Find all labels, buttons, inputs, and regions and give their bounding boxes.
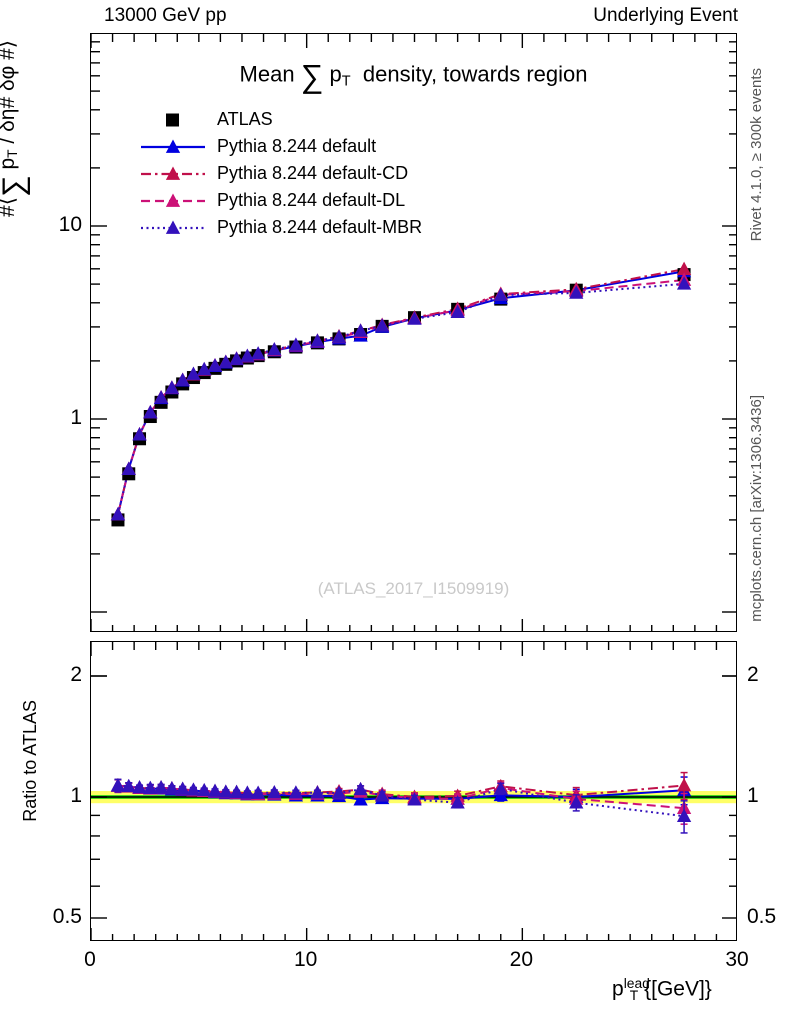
legend-key-square-icon bbox=[139, 110, 207, 130]
y-title-p: p bbox=[0, 157, 19, 170]
credit-rivet: Rivet 4.1.0, ≥ 300k events bbox=[748, 68, 765, 242]
legend-key-triangle-icon bbox=[139, 191, 207, 211]
legend-item-4[interactable]: Pythia 8.244 default-MBR bbox=[139, 214, 422, 241]
y-tick-label-ratio-left-0.5: 0.5 bbox=[52, 905, 82, 928]
x-axis-title: pleadT {[GeV]} bbox=[612, 975, 712, 1003]
legend-item-1[interactable]: Pythia 8.244 default bbox=[139, 133, 422, 160]
legend-item-0[interactable]: ATLAS bbox=[139, 106, 422, 133]
legend-label: ATLAS bbox=[217, 109, 273, 129]
header-analysis-label: Underlying Event bbox=[593, 5, 738, 26]
y-axis-title-main: #⟨∑ pT / δη# δφ #⟩ bbox=[0, 40, 36, 217]
x-tick-label-30: 30 bbox=[725, 948, 749, 971]
credit-mcplots: mcplots.cern.ch [arXiv:1306.3436] bbox=[748, 395, 765, 622]
x-title-sub: T bbox=[629, 986, 639, 1003]
legend: ATLAS Pythia 8.244 default Pythia 8.244 de… bbox=[139, 106, 422, 241]
y-tick-label-ratio-right-0.5: 0.5 bbox=[747, 905, 777, 928]
ratio-plot-panel bbox=[90, 641, 737, 941]
y-title-sigma: ∑ bbox=[0, 175, 31, 198]
x-tick-label-0: 0 bbox=[84, 948, 96, 971]
y-tick-label-ratio-right-1: 1 bbox=[747, 784, 759, 807]
x-tick-label-10: 10 bbox=[293, 948, 318, 971]
legend-item-2[interactable]: Pythia 8.244 default-CD bbox=[139, 160, 422, 187]
y-title-open: #⟨ bbox=[0, 197, 19, 217]
legend-label: Pythia 8.244 default-MBR bbox=[217, 217, 423, 237]
y-axis-title-ratio: Ratio to ATLAS bbox=[20, 700, 40, 822]
watermark-analysis-id: (ATLAS_2017_I1509919) bbox=[317, 579, 510, 598]
y-tick-label-ratio-left-2: 2 bbox=[70, 663, 82, 686]
ratio-plot-canvas bbox=[91, 642, 736, 940]
header-beam-label: 13000 GeV pp bbox=[104, 5, 227, 26]
legend-item-3[interactable]: Pythia 8.244 default-DL bbox=[139, 187, 422, 214]
main-plot-panel: Mean ∑ pT density, towards region ATLAS P… bbox=[90, 33, 737, 632]
plot-title: Mean ∑ pT density, towards region bbox=[239, 58, 588, 94]
legend-key-triangle-icon bbox=[139, 164, 207, 184]
x-title-p: p bbox=[612, 977, 624, 1001]
legend-key-triangle-icon bbox=[139, 218, 207, 238]
y-tick-label-main-10: 10 bbox=[58, 213, 82, 236]
main-plot-canvas bbox=[91, 34, 736, 631]
y-title-rest: / δη# δφ #⟩ bbox=[0, 40, 19, 144]
x-title-sup: lead bbox=[623, 975, 650, 991]
legend-label: Pythia 8.244 default-DL bbox=[217, 190, 406, 210]
y-tick-label-ratio-right-2: 2 bbox=[747, 663, 759, 686]
legend-key-triangle-icon bbox=[139, 137, 207, 157]
y-title-sub: T bbox=[4, 149, 21, 158]
x-title-unit: {[GeV]} bbox=[638, 977, 712, 1001]
legend-label: Pythia 8.244 default bbox=[217, 136, 377, 156]
legend-label: Pythia 8.244 default-CD bbox=[217, 163, 409, 183]
x-tick-label-20: 20 bbox=[509, 948, 534, 971]
y-tick-label-main-1: 1 bbox=[70, 406, 82, 429]
y-tick-label-ratio-left-1: 1 bbox=[70, 784, 82, 807]
